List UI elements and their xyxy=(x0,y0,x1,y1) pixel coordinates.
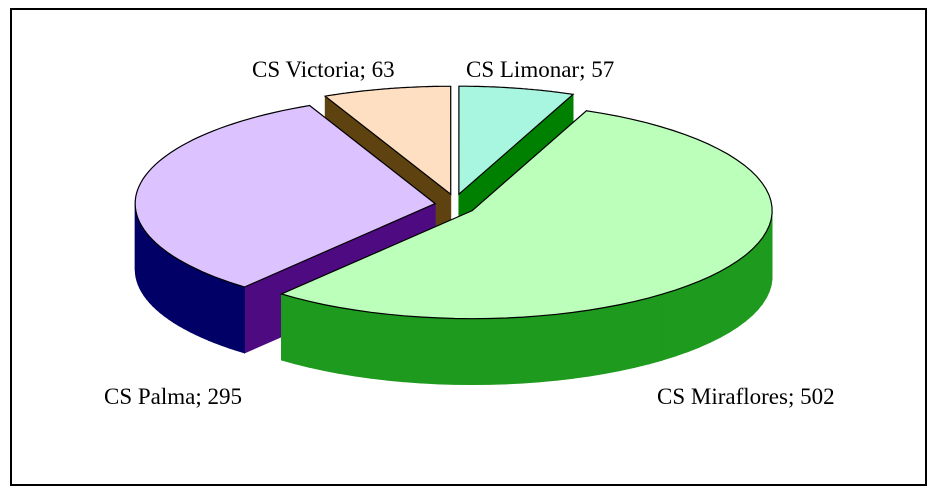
slice-side-2 xyxy=(228,281,238,352)
slice-side-1 xyxy=(709,270,721,344)
slice-side-2 xyxy=(183,262,191,333)
slice-side-2 xyxy=(152,238,157,311)
slice-side-1 xyxy=(338,306,356,377)
slice-side-1 xyxy=(675,285,689,357)
slice-side-1 xyxy=(354,309,372,379)
slice-side-1 xyxy=(762,230,767,306)
slice-cs-palma xyxy=(134,104,437,288)
slice-side-1 xyxy=(687,280,700,353)
slice-side-1 xyxy=(757,236,764,311)
slice-side-2 xyxy=(149,235,154,307)
slice-side-2 xyxy=(236,284,245,354)
slice-side-1 xyxy=(488,317,507,385)
slice-side-1 xyxy=(437,317,456,385)
slice-side-1 xyxy=(698,275,711,348)
slice-side-1 xyxy=(648,293,663,365)
slice-side-1 xyxy=(294,297,310,368)
slice-side-2 xyxy=(159,245,165,317)
slice-side-1 xyxy=(505,316,524,385)
slice-side-1 xyxy=(634,297,650,368)
slice-side-1 xyxy=(403,315,422,384)
slice-cs-miraflores xyxy=(279,110,773,320)
slice-side-1 xyxy=(471,318,490,386)
slice-side-1 xyxy=(588,307,606,377)
data-label-limonar: CS Limonar; 57 xyxy=(466,57,615,82)
slice-side-2 xyxy=(214,276,223,347)
slice-side-1 xyxy=(662,289,676,361)
slice-side-1 xyxy=(386,313,405,383)
chart-frame xyxy=(10,8,927,486)
slice-side-2 xyxy=(221,279,230,349)
slice-side-1 xyxy=(751,242,759,317)
slice-side-1 xyxy=(308,300,325,372)
slice-cs-victoria xyxy=(323,85,452,196)
slice-side-2 xyxy=(195,268,203,339)
slice-side-1 xyxy=(522,315,541,384)
slice-side-1 xyxy=(323,304,340,374)
data-label-miraflores: CS Miraflores; 502 xyxy=(657,384,835,409)
slice-cs-limonar xyxy=(458,85,575,196)
slice-side-1 xyxy=(281,293,296,365)
slice-side-1 xyxy=(604,304,621,375)
slice-side-1 xyxy=(619,300,636,372)
slice-side-2 xyxy=(189,265,197,336)
slice-side-1 xyxy=(719,265,730,339)
slice-side-1 xyxy=(370,311,388,381)
slice-side-1 xyxy=(420,316,439,385)
slice-side-2 xyxy=(168,252,174,324)
data-label-victoria: CS Victoria; 63 xyxy=(252,57,395,82)
slice-side-1 xyxy=(745,248,753,323)
slice-side-2 xyxy=(178,258,185,330)
data-label-palma: CS Palma; 295 xyxy=(104,384,243,409)
slice-side-1 xyxy=(454,318,473,386)
slice-side-1 xyxy=(737,254,746,328)
slice-side-1 xyxy=(556,311,574,381)
slice-side-2 xyxy=(173,255,180,327)
slice-side-1 xyxy=(729,260,739,333)
slice-side-1 xyxy=(572,309,590,379)
slice-side-1 xyxy=(539,313,558,383)
slice-side-2 xyxy=(163,249,170,321)
slice-side-1 xyxy=(766,225,770,298)
slice-side-2 xyxy=(146,231,150,304)
slice-side-2 xyxy=(155,242,161,314)
slice-side-2 xyxy=(201,270,209,341)
slice-side-2 xyxy=(207,273,216,344)
